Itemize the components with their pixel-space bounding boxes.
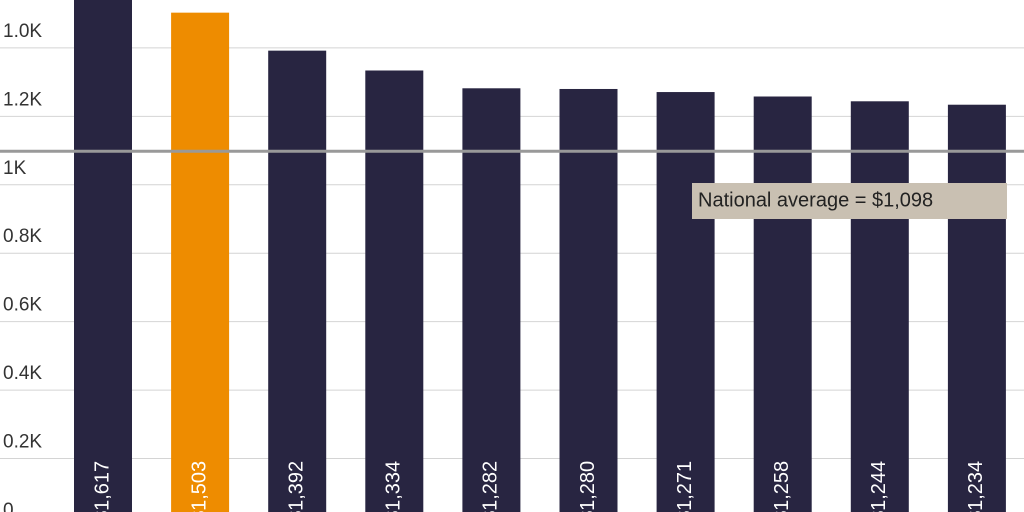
bar [462,88,521,512]
value-label: $1,503 [188,461,210,512]
value-label: $1,334 [383,461,405,512]
value-label: $1,271 [674,461,696,512]
y-tick-label: 1.0K [3,21,42,42]
value-label: $1,244 [868,461,890,512]
y-tick-label: 0.2K [3,432,42,453]
value-label: $1,392 [285,461,307,512]
bar [559,88,618,512]
bar [74,0,132,512]
y-tick-label: 0.8K [3,226,42,247]
value-label: $1,282 [480,461,502,512]
bar [656,92,715,512]
annotation: National average = $1,098 [698,189,933,211]
value-label: $1,258 [771,461,793,512]
value-label: $1,617 [91,461,113,512]
y-tick-label: 0.4K [3,363,42,384]
y-tick-label: 0 [3,500,14,512]
bar [850,101,909,512]
value-label: $1,234 [965,461,987,512]
y-tick-label: 1K [3,158,27,179]
bar [268,50,327,512]
bar [947,104,1006,512]
y-tick-label: 1.2K [3,89,42,110]
annotation-box [692,183,1007,219]
bar [171,12,230,512]
value-label: $1,280 [577,461,599,512]
y-tick-label: 0.6K [3,295,42,316]
bar [365,70,424,512]
bar [753,96,812,512]
